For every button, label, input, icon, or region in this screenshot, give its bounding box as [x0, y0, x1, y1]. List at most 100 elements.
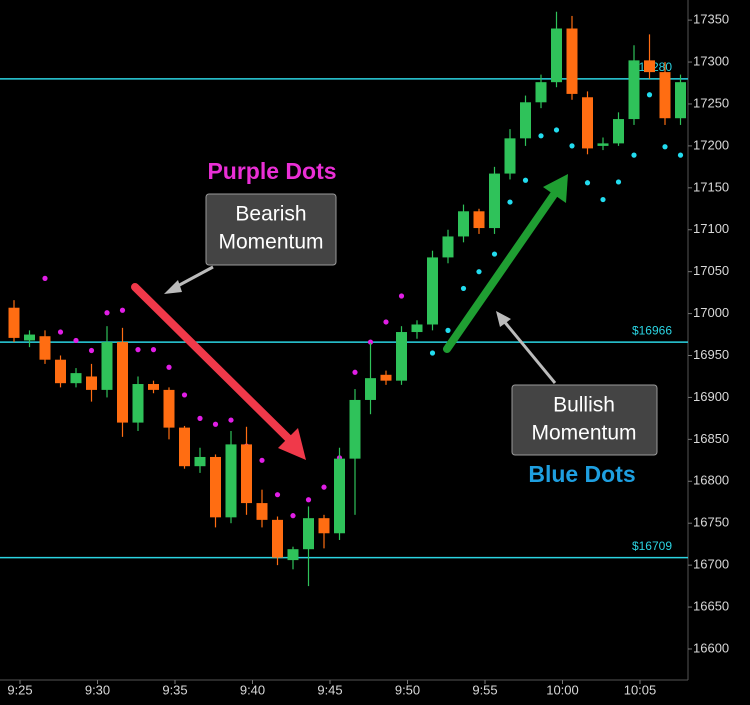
y-tick-label: 16950 [693, 347, 729, 362]
sar-dot [321, 484, 327, 490]
candle-body [535, 82, 547, 103]
x-tick-label: 10:05 [624, 682, 657, 697]
candle-body [659, 72, 671, 119]
sar-dot [507, 199, 513, 205]
y-tick-label: 16850 [693, 431, 729, 446]
annotation: Bullish [553, 394, 615, 417]
candle-body [458, 211, 469, 237]
sar-dot [429, 350, 436, 356]
candle-body [644, 60, 655, 73]
sar-dot [197, 415, 203, 421]
y-tick-label: 16800 [693, 473, 729, 488]
sar-dot [274, 492, 281, 498]
candle-body [101, 342, 113, 390]
y-tick-label: 17300 [693, 53, 729, 68]
y-tick-label: 16750 [693, 515, 729, 530]
y-tick-label: 17200 [693, 137, 729, 152]
sar-dot [538, 133, 544, 139]
candle-body [442, 236, 454, 258]
candle-body [675, 82, 686, 119]
plot-area: $17280$16966$16709 [0, 11, 688, 587]
candle-body [334, 458, 345, 534]
candle-body [504, 138, 516, 174]
sar-dot [42, 275, 48, 281]
y-tick-label: 16700 [693, 557, 729, 572]
candle-body [225, 444, 237, 518]
candle-body [132, 384, 144, 423]
candle-body [163, 389, 175, 428]
sar-dot [600, 196, 606, 203]
level-label: $16709 [632, 539, 672, 553]
candle-body [55, 359, 66, 384]
x-tick-label: 9:25 [7, 682, 32, 697]
candle-body [411, 324, 423, 333]
candle-body [303, 518, 314, 550]
sar-dot [57, 329, 64, 335]
sar-dot [181, 392, 188, 398]
sar-dot [305, 497, 312, 503]
candle-body [256, 503, 268, 520]
candle-body [597, 143, 609, 146]
y-tick-label: 17250 [693, 95, 729, 110]
sar-dot [88, 347, 95, 354]
sar-dot [398, 293, 405, 299]
y-tick-label: 17150 [693, 179, 729, 194]
sar-dot [445, 327, 451, 333]
x-tick-label: 9:45 [317, 682, 342, 697]
sar-dot [569, 143, 575, 149]
y-tick-label: 17100 [693, 221, 729, 236]
y-tick-label: 17050 [693, 263, 729, 278]
sar-dot [104, 310, 110, 316]
sar-dot [460, 285, 467, 292]
sar-dot [119, 307, 126, 313]
candle-body [210, 456, 221, 518]
candle-body [380, 374, 392, 381]
candle-body [272, 519, 283, 558]
sar-dot [352, 369, 358, 375]
y-tick-label: 17350 [693, 12, 729, 27]
candle-body [551, 28, 562, 83]
candle-body [318, 518, 330, 534]
candle-body [287, 549, 299, 561]
sar-dot [135, 347, 141, 353]
annotation: Blue Dots [528, 461, 635, 487]
candle-body [613, 119, 624, 144]
candle-body [117, 342, 128, 423]
candle-body [365, 378, 376, 400]
sar-dot [476, 269, 482, 275]
y-tick-label: 16900 [693, 389, 729, 404]
candle-body [86, 376, 97, 390]
sar-dot [491, 251, 498, 257]
x-tick-label: 9:55 [472, 682, 497, 697]
arrow-head [164, 280, 182, 294]
sar-dot [73, 337, 79, 344]
y-tick-label: 16600 [693, 640, 729, 655]
candle-body [8, 307, 20, 338]
candle-body [39, 336, 51, 360]
x-tick-label: 10:00 [546, 682, 579, 697]
arrow-head [278, 428, 306, 460]
sar-dot [615, 179, 622, 185]
annotation: Bearish [235, 203, 306, 226]
sar-dot [584, 180, 591, 186]
candle-body [628, 60, 640, 120]
candle-body [349, 399, 361, 459]
y-tick-label: 17000 [693, 305, 729, 320]
x-tick-label: 9:30 [85, 682, 110, 697]
annotation: Momentum [531, 422, 636, 445]
sar-dot [522, 177, 529, 183]
candle-body [24, 334, 35, 341]
sar-dot [631, 152, 637, 158]
sar-dot [677, 152, 684, 158]
sar-dot [212, 421, 219, 427]
trend-arrow [131, 283, 294, 444]
candle-body [148, 384, 159, 390]
pointer-arrow [501, 319, 557, 384]
annotations: Purple Dots Bearish Momentum Bullish Mom… [131, 158, 658, 487]
sar-dot [150, 347, 157, 353]
callout-box [511, 384, 658, 456]
x-tick-label: 9:35 [162, 682, 187, 697]
level-label: $16966 [632, 323, 672, 337]
callout-box [205, 193, 337, 266]
